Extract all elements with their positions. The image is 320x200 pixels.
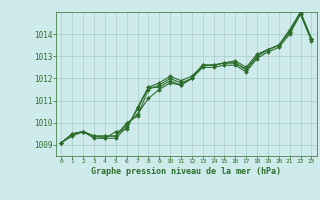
X-axis label: Graphe pression niveau de la mer (hPa): Graphe pression niveau de la mer (hPa) <box>92 167 281 176</box>
